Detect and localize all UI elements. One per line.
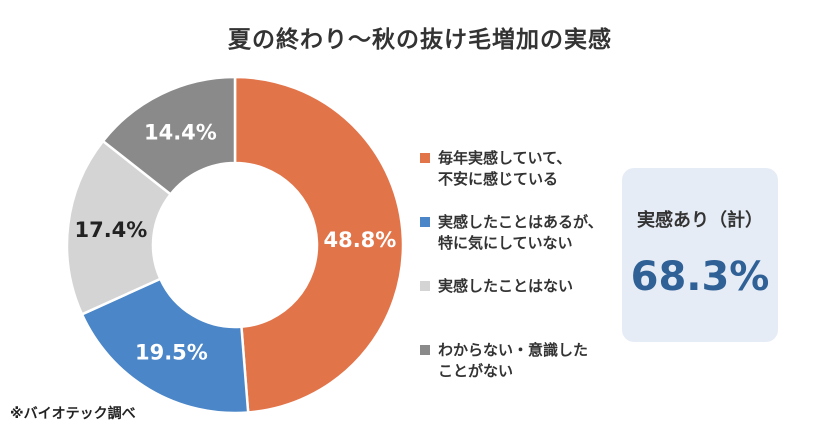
chart-title: 夏の終わり～秋の抜け毛増加の実感 bbox=[228, 27, 612, 53]
donut-slice-3 bbox=[65, 139, 173, 316]
slice-value-label-3: 17.4% bbox=[74, 218, 147, 242]
donut-slice-4 bbox=[101, 75, 237, 197]
summary-value: 68.3% bbox=[630, 254, 770, 300]
legend-item-unknown: わからない・意識した ことがない bbox=[420, 340, 630, 382]
legend-label: わからない・意識した ことがない bbox=[438, 341, 589, 380]
legend-label: 実感したことはあるが、 特に気にしていない bbox=[438, 213, 603, 252]
summary-label: 実感あり（計） bbox=[637, 210, 763, 231]
slice-value-label-1: 48.8% bbox=[323, 228, 396, 252]
donut-slice-1 bbox=[233, 75, 405, 414]
donut-slice-2 bbox=[80, 277, 250, 415]
legend-label: 毎年実感していて、 不安に感じている bbox=[438, 149, 572, 188]
legend-item-never-noticed: 実感したことはない bbox=[420, 276, 630, 297]
legend-item-annual-worried: 毎年実感していて、 不安に感じている bbox=[420, 148, 630, 190]
legend-swatch bbox=[420, 153, 430, 163]
summary-box: 実感あり（計） 68.3% bbox=[622, 168, 778, 342]
legend-swatch bbox=[420, 217, 430, 227]
slice-value-label-4: 14.4% bbox=[144, 121, 217, 145]
donut-chart: 48.8% 19.5% 17.4% 14.4% bbox=[65, 75, 405, 415]
footnote: ※バイオテック調べ bbox=[10, 406, 136, 422]
slice-value-label-2: 19.5% bbox=[135, 341, 208, 365]
legend-swatch bbox=[420, 345, 430, 355]
legend-label: 実感したことはない bbox=[438, 277, 574, 295]
legend-swatch bbox=[420, 281, 430, 291]
legend-item-noticed-not-worried: 実感したことはあるが、 特に気にしていない bbox=[420, 212, 630, 254]
